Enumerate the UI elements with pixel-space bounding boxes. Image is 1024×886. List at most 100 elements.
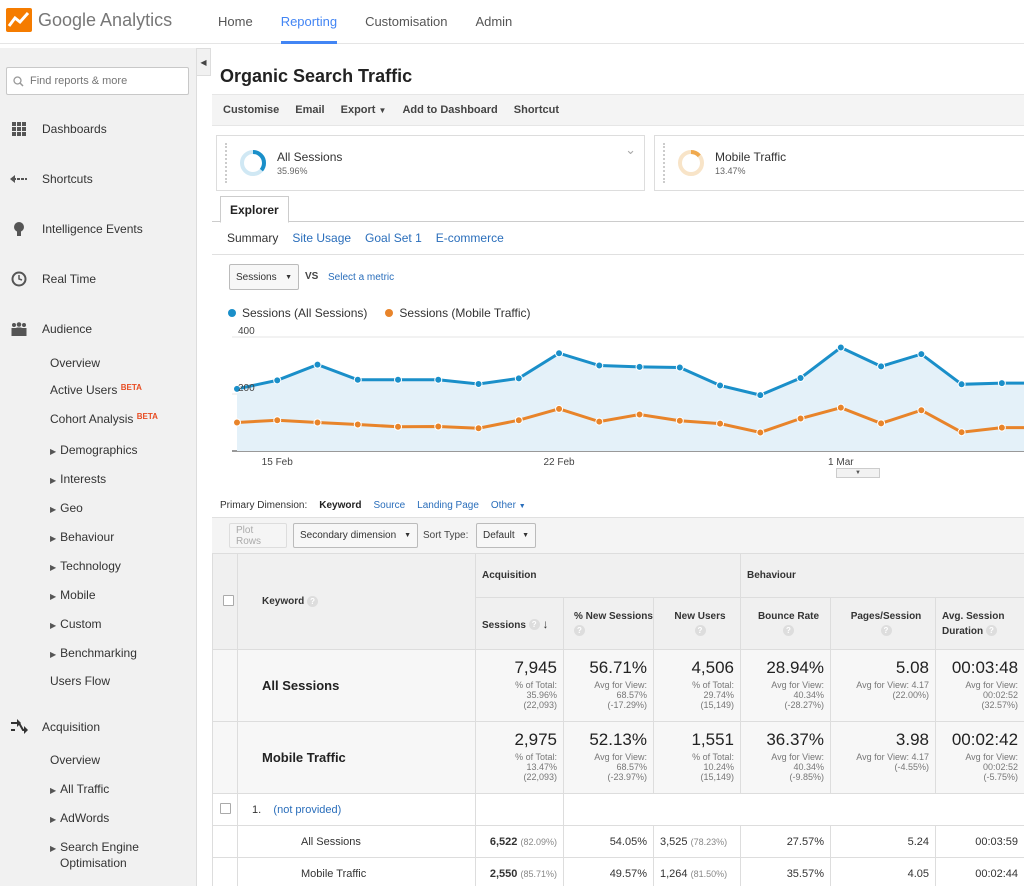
col-header-new-users[interactable]: New Users? (653, 597, 741, 650)
data-point[interactable] (796, 414, 805, 423)
data-point[interactable] (313, 360, 322, 369)
sidebar-mobile[interactable]: ▶ Mobile (50, 588, 96, 602)
col-header-keyword[interactable]: Keyword ? (237, 553, 476, 650)
data-point[interactable] (917, 406, 926, 415)
select-all-checkbox[interactable] (222, 594, 234, 606)
data-point[interactable] (394, 422, 403, 431)
sidebar-benchmarking[interactable]: ▶ Benchmarking (50, 646, 137, 660)
subtab-goal-set-1[interactable]: Goal Set 1 (365, 231, 422, 245)
segment-mobile-traffic[interactable]: Mobile Traffic 13.47% (654, 135, 1024, 191)
sidebar-cohort-analysis[interactable]: Cohort Analysis BETA (50, 412, 158, 426)
help-icon[interactable]: ? (528, 619, 540, 631)
data-point[interactable] (434, 375, 443, 384)
data-point[interactable] (555, 404, 564, 413)
sidebar-adwords[interactable]: ▶ AdWords (50, 811, 109, 825)
help-icon[interactable]: ? (783, 625, 794, 637)
data-point[interactable] (836, 403, 845, 412)
dimension-source[interactable]: Source (373, 500, 406, 511)
legend-item-all-sessions[interactable]: Sessions (All Sessions) (228, 306, 367, 320)
data-point[interactable] (917, 350, 926, 359)
data-point[interactable] (273, 376, 282, 385)
data-point[interactable] (434, 422, 443, 431)
row-checkbox[interactable] (219, 802, 231, 814)
dimension-landing-page[interactable]: Landing Page (417, 500, 479, 511)
data-point[interactable] (353, 375, 362, 384)
nav-customisation[interactable]: Customisation (365, 14, 448, 29)
subtab-site-usage[interactable]: Site Usage (292, 231, 352, 245)
data-point[interactable] (756, 428, 765, 437)
data-point[interactable] (394, 375, 403, 384)
search-box[interactable] (6, 67, 189, 95)
sidebar-active-users[interactable]: Active Users BETA (50, 383, 142, 397)
data-point[interactable] (836, 343, 845, 352)
subtab-ecommerce[interactable]: E-commerce (435, 231, 504, 245)
chevron-down-icon[interactable]: ⌄ (625, 142, 636, 157)
data-point[interactable] (796, 374, 805, 383)
sidebar-acquisition-overview[interactable]: Overview (50, 753, 101, 767)
data-point[interactable] (716, 419, 725, 428)
data-point[interactable] (514, 416, 523, 425)
chart-resize-handle[interactable]: ▼ (836, 468, 880, 478)
email-button[interactable]: Email (295, 104, 325, 116)
data-point[interactable] (957, 428, 966, 437)
sidebar-item-dashboards[interactable]: Dashboards (10, 120, 107, 138)
customise-button[interactable]: Customise (223, 104, 280, 116)
data-point[interactable] (353, 420, 362, 429)
col-header-new-sessions[interactable]: % New Sessions ? (563, 597, 654, 650)
data-point[interactable] (595, 417, 604, 426)
metric-select[interactable]: Sessions ▼ (229, 264, 299, 290)
plot-rows-button[interactable]: Plot Rows (229, 523, 287, 548)
google-analytics-logo[interactable]: Google Analytics (6, 8, 172, 32)
sidebar-audience-overview[interactable]: Overview (50, 356, 101, 370)
help-icon[interactable]: ? (307, 595, 319, 607)
sidebar-demographics[interactable]: ▶ Demographics (50, 443, 138, 457)
tab-explorer[interactable]: Explorer (220, 196, 289, 223)
sidebar-item-intelligence[interactable]: Intelligence Events (10, 220, 143, 238)
data-point[interactable] (675, 416, 684, 425)
legend-item-mobile-traffic[interactable]: Sessions (Mobile Traffic) (385, 306, 531, 320)
data-point[interactable] (313, 418, 322, 427)
nav-admin[interactable]: Admin (475, 14, 513, 29)
sidebar-seo[interactable]: ▶ Search Engine Optimisation (50, 840, 139, 870)
sort-type-select[interactable]: Default ▼ (476, 523, 536, 548)
sidebar-item-shortcuts[interactable]: Shortcuts (10, 170, 93, 188)
help-icon[interactable]: ? (985, 625, 997, 637)
add-dashboard-button[interactable]: Add to Dashboard (402, 104, 498, 116)
select-metric-link[interactable]: Select a metric (328, 272, 395, 283)
data-point[interactable] (877, 362, 886, 371)
data-point[interactable] (756, 391, 765, 400)
drag-handle-icon[interactable] (663, 143, 669, 183)
sidebar-technology[interactable]: ▶ Technology (50, 559, 121, 573)
data-point[interactable] (997, 379, 1006, 388)
sidebar-custom[interactable]: ▶ Custom (50, 617, 102, 631)
nav-home[interactable]: Home (218, 14, 253, 29)
drag-handle-icon[interactable] (225, 143, 231, 183)
help-icon[interactable]: ? (880, 625, 892, 637)
data-point[interactable] (233, 384, 241, 393)
sidebar-interests[interactable]: ▶ Interests (50, 472, 106, 486)
data-point[interactable] (474, 424, 483, 433)
sidebar-behaviour[interactable]: ▶ Behaviour (50, 530, 114, 544)
data-point[interactable] (716, 381, 725, 390)
search-input[interactable] (30, 75, 180, 87)
data-point[interactable] (474, 380, 483, 389)
keyword-link[interactable]: (not provided) (273, 803, 342, 816)
secondary-dimension-select[interactable]: Secondary dimension ▼ (293, 523, 418, 548)
data-point[interactable] (675, 363, 684, 372)
sidebar-item-real-time[interactable]: Real Time (10, 270, 96, 288)
help-icon[interactable]: ? (574, 625, 585, 637)
sidebar-item-audience[interactable]: Audience (10, 320, 92, 338)
data-point[interactable] (957, 380, 966, 389)
segment-all-sessions[interactable]: All Sessions 35.96% ⌄ (216, 135, 645, 191)
sidebar-item-acquisition[interactable]: Acquisition (10, 718, 100, 736)
col-header-bounce-rate[interactable]: Bounce Rate? (740, 597, 831, 650)
col-header-sessions[interactable]: Sessions ? ↓ (475, 597, 564, 650)
subtab-summary[interactable]: Summary (227, 231, 279, 245)
data-point[interactable] (233, 418, 241, 427)
sidebar-all-traffic[interactable]: ▶ All Traffic (50, 782, 109, 796)
data-point[interactable] (635, 410, 644, 419)
data-point[interactable] (514, 374, 523, 383)
col-header-avg-duration[interactable]: Avg. Session Duration ? (934, 597, 1024, 650)
export-button[interactable]: Export ▼ (341, 104, 387, 116)
data-point[interactable] (635, 362, 644, 371)
